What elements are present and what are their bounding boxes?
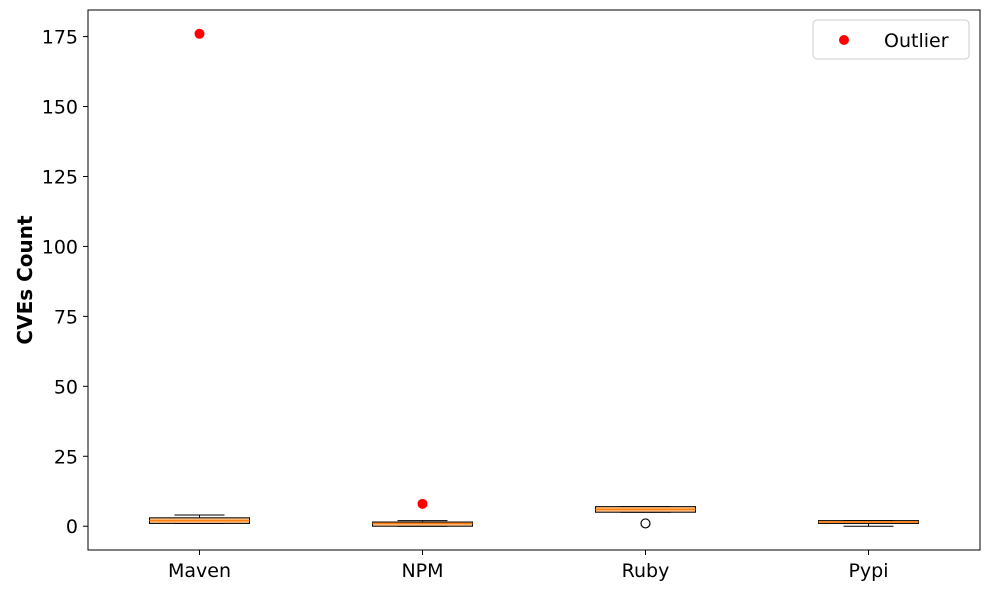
legend-box <box>812 19 970 60</box>
x-tick-label: Ruby <box>622 560 670 582</box>
flier-point <box>640 518 651 529</box>
y-axis-title: CVEs Count <box>13 215 37 345</box>
legend: Outlier <box>812 19 970 60</box>
y-tick-label: 25 <box>54 446 78 468</box>
plot-marks <box>149 28 919 529</box>
outlier-point <box>417 498 428 509</box>
y-tick-label: 75 <box>54 306 78 328</box>
y-tick-label: 0 <box>66 516 78 538</box>
y-tick-label: 100 <box>42 236 78 258</box>
legend-marker <box>839 35 849 45</box>
box-group-maven <box>149 28 250 524</box>
y-tick-label: 175 <box>42 27 78 49</box>
box-group-ruby <box>595 506 696 529</box>
legend-label: Outlier <box>884 30 949 52</box>
y-tick-label: 125 <box>42 166 78 188</box>
x-tick-label: Maven <box>168 560 231 582</box>
box-group-pypi <box>818 520 919 527</box>
x-tick-label: Pypi <box>848 560 888 582</box>
box-group-npm <box>372 498 473 527</box>
x-tick-label: NPM <box>401 560 443 582</box>
y-tick-label: 150 <box>42 97 78 119</box>
axes: 0 25 50 75 100 125 150 175 Maven NPM Ruby Pypi <box>42 9 981 582</box>
outlier-point <box>194 28 205 39</box>
plot-frame <box>87 9 981 551</box>
y-tick-label: 50 <box>54 376 78 398</box>
